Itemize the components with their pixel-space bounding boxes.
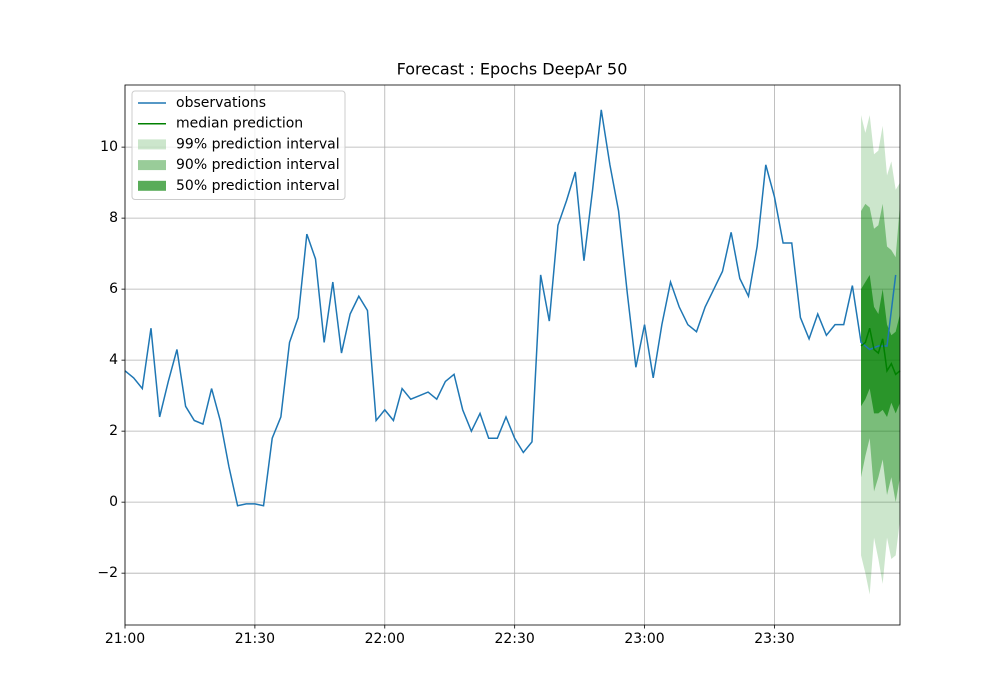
axes-frame bbox=[124, 84, 901, 626]
x-tick-label: 21:30 bbox=[235, 631, 275, 647]
y-tick-label: −2 bbox=[97, 565, 118, 581]
legend-label: median prediction bbox=[176, 116, 303, 132]
legend-label: observations bbox=[176, 95, 266, 111]
x-tick-label: 22:00 bbox=[365, 631, 405, 647]
y-tick-label: 4 bbox=[109, 352, 118, 368]
legend-swatch bbox=[138, 139, 166, 150]
legend: observations median prediction 99% predict… bbox=[131, 90, 346, 200]
legend-label: 50% prediction interval bbox=[176, 178, 340, 194]
x-tick-label: 23:30 bbox=[754, 631, 794, 647]
y-tick-label: 6 bbox=[109, 281, 118, 297]
legend-swatch bbox=[138, 160, 166, 171]
observation-line bbox=[124, 109, 897, 507]
legend-label: 99% prediction interval bbox=[176, 136, 340, 152]
legend-swatch bbox=[138, 180, 166, 191]
legend-box bbox=[131, 90, 346, 200]
y-tick-label: 0 bbox=[109, 494, 118, 510]
chart-title: Forecast : Epochs DeepAr 50 bbox=[397, 60, 628, 79]
y-tick-label: 2 bbox=[109, 423, 118, 439]
x-tick-label: 21:00 bbox=[105, 631, 145, 647]
x-tick-label: 23:00 bbox=[624, 631, 664, 647]
y-tick-label: 8 bbox=[109, 210, 118, 226]
y-tick-label: 10 bbox=[100, 139, 118, 155]
legend-label: 90% prediction interval bbox=[176, 157, 340, 173]
x-tick-label: 22:30 bbox=[494, 631, 534, 647]
median-line bbox=[860, 327, 901, 376]
